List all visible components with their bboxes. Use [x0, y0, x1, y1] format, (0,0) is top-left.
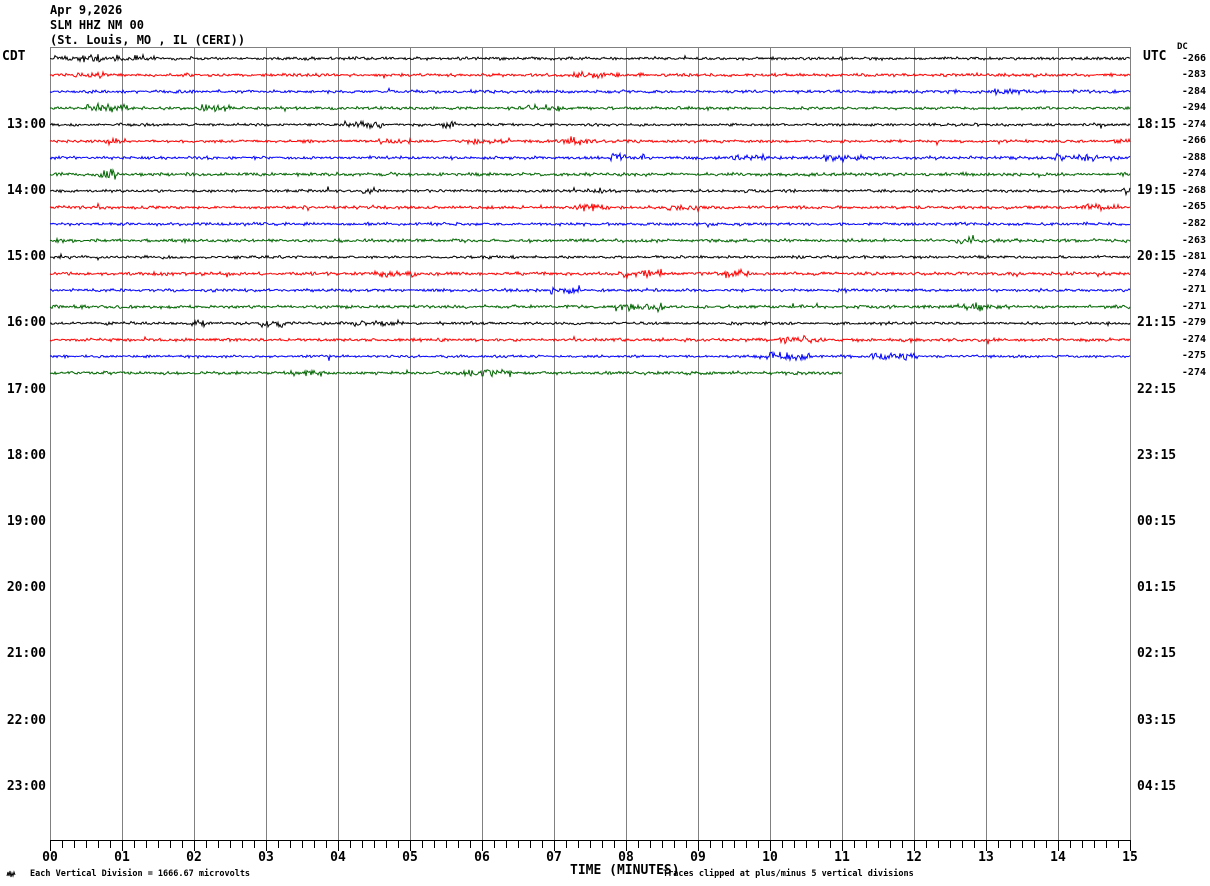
seismogram-trace-1530: [50, 285, 1131, 295]
left-hour-label: 22:00: [6, 712, 46, 728]
x-tick-label: 12: [906, 850, 922, 865]
left-hour-label: 14:00: [6, 182, 46, 198]
seismogram-trace-1515: [50, 267, 1131, 280]
seismogram-trace-1645: [50, 368, 843, 378]
right-hour-label: 00:15: [1137, 513, 1177, 529]
right-hour-label: 23:15: [1137, 447, 1177, 463]
seismogram-trace-1445: [50, 234, 1131, 245]
dc-value: -274: [1181, 168, 1206, 180]
x-tick-label: 06: [474, 850, 490, 865]
x-tick-label: 13: [978, 850, 994, 865]
right-hour-label: 04:15: [1137, 778, 1177, 794]
dc-value: -281: [1181, 251, 1206, 263]
dc-value: -274: [1181, 333, 1206, 345]
x-axis-title: TIME (MINUTES): [570, 863, 680, 878]
dc-value: -266: [1181, 135, 1206, 147]
seismogram-trace-1615: [50, 334, 1131, 345]
x-tick-label: 00: [42, 850, 58, 865]
left-hour-label: 23:00: [6, 778, 46, 794]
plot-header: Apr 9,2026 SLM HHZ NM 00 (St. Louis, MO …: [50, 3, 245, 48]
x-tick-label: 15: [1122, 850, 1138, 865]
dc-column-header: DC: [1177, 42, 1188, 52]
left-timezone-label: CDT: [2, 49, 26, 64]
dc-value: -275: [1181, 350, 1206, 362]
mini-waveform-icon: [6, 870, 16, 878]
dc-value: -266: [1181, 52, 1206, 64]
dc-value: -268: [1181, 184, 1206, 196]
seismogram-trace-1330: [50, 151, 1131, 164]
seismogram-trace-1200: [50, 52, 1130, 63]
helicorder-plot-area: [50, 47, 1131, 851]
left-hour-label: 16:00: [6, 315, 46, 331]
dc-value: -279: [1181, 317, 1206, 329]
left-hour-label: 15:00: [6, 249, 46, 265]
right-hour-label: 20:15: [1137, 249, 1177, 265]
right-hour-label: 18:15: [1137, 116, 1177, 132]
header-station-location: (St. Louis, MO , IL (CERI)): [50, 33, 246, 47]
seismogram-trace-1215: [50, 69, 1131, 80]
vertical-scale-note: Each Vertical Division = 1666.67 microvo…: [30, 869, 251, 879]
left-hour-label: 18:00: [6, 447, 46, 463]
dc-value: -283: [1181, 69, 1206, 81]
seismogram-trace-1630: [50, 351, 1131, 362]
right-hour-label: 03:15: [1137, 712, 1177, 728]
dc-value: -271: [1181, 284, 1206, 296]
left-hour-label: 21:00: [6, 646, 46, 662]
seismogram-trace-1500: [50, 252, 1131, 262]
dc-value: -271: [1181, 300, 1206, 312]
x-tick-label: 04: [330, 850, 346, 865]
seismogram-trace-1600: [50, 318, 1131, 329]
left-hour-label: 17:00: [6, 381, 46, 397]
x-tick-label: 10: [762, 850, 778, 865]
x-tick-label: 11: [834, 850, 850, 865]
x-tick-label: 07: [546, 850, 562, 865]
x-tick-label: 02: [186, 850, 202, 865]
x-tick-label: 14: [1050, 850, 1066, 865]
x-tick-label: 03: [258, 850, 274, 865]
seismogram-trace-1400: [50, 185, 1131, 197]
header-station-code: SLM HHZ NM 00: [50, 18, 144, 32]
right-hour-label: 22:15: [1137, 381, 1177, 397]
seismogram-trace-1545: [50, 301, 1131, 314]
left-hour-label: 19:00: [6, 513, 46, 529]
dc-value: -274: [1181, 366, 1206, 378]
right-hour-label: 21:15: [1137, 315, 1177, 331]
seismogram-trace-1415: [50, 201, 1130, 213]
dc-value: -284: [1181, 85, 1206, 97]
header-date: Apr 9,2026: [50, 3, 123, 17]
dc-value: -282: [1181, 218, 1206, 229]
right-hour-label: 19:15: [1137, 182, 1177, 198]
dc-value: -263: [1181, 234, 1206, 246]
seismogram-trace-1245: [50, 101, 1131, 113]
right-hour-label: 02:15: [1137, 646, 1177, 662]
left-hour-label: 20:00: [6, 580, 46, 596]
dc-value: -288: [1181, 151, 1206, 163]
dc-value: -294: [1181, 102, 1206, 114]
left-hour-label: 13:00: [6, 116, 46, 132]
trace-clipping-note: Traces clipped at plus/minus 5 vertical …: [663, 869, 914, 879]
right-hour-label: 01:15: [1137, 580, 1177, 596]
x-tick-label: 05: [402, 850, 418, 865]
dc-value: -274: [1181, 267, 1206, 279]
seismogram-trace-1430: [50, 220, 1131, 229]
x-tick-label: 08: [618, 850, 634, 865]
x-tick-label: 01: [114, 850, 130, 865]
dc-value: -274: [1181, 118, 1206, 130]
seismogram-trace-1315: [50, 136, 1131, 147]
seismogram-trace-1230: [50, 87, 1131, 97]
x-tick-label: 09: [690, 850, 706, 865]
right-timezone-label: UTC: [1143, 49, 1167, 64]
seismogram-trace-1300: [50, 119, 1131, 131]
dc-value: -265: [1181, 201, 1206, 213]
seismogram-trace-1345: [50, 168, 1131, 180]
